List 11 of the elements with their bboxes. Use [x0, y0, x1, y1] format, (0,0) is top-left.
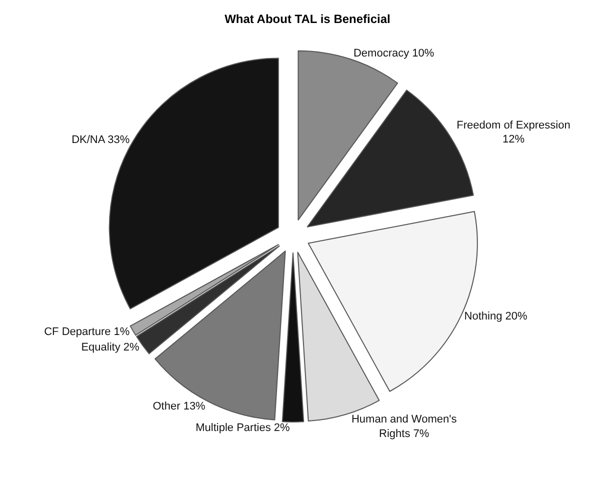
data-label: 12%: [502, 134, 525, 146]
slice-label: Democracy 10%: [353, 48, 434, 60]
slice-label: Other 13%: [152, 400, 206, 412]
slice-label: Nothing 20%: [464, 310, 528, 322]
slice-label: CF Departure 1%: [44, 326, 130, 338]
slice-label: Multiple Parties 2%: [196, 422, 290, 434]
slice-label: Equality 2%: [81, 341, 140, 354]
chart-title: What About TAL is Beneficial: [224, 12, 390, 26]
slice-label: Freedom of Expression: [456, 119, 570, 132]
slice-label: Human and Women's Rights 7%: [351, 414, 458, 440]
slice-label: DK/NA 33%: [72, 134, 130, 146]
